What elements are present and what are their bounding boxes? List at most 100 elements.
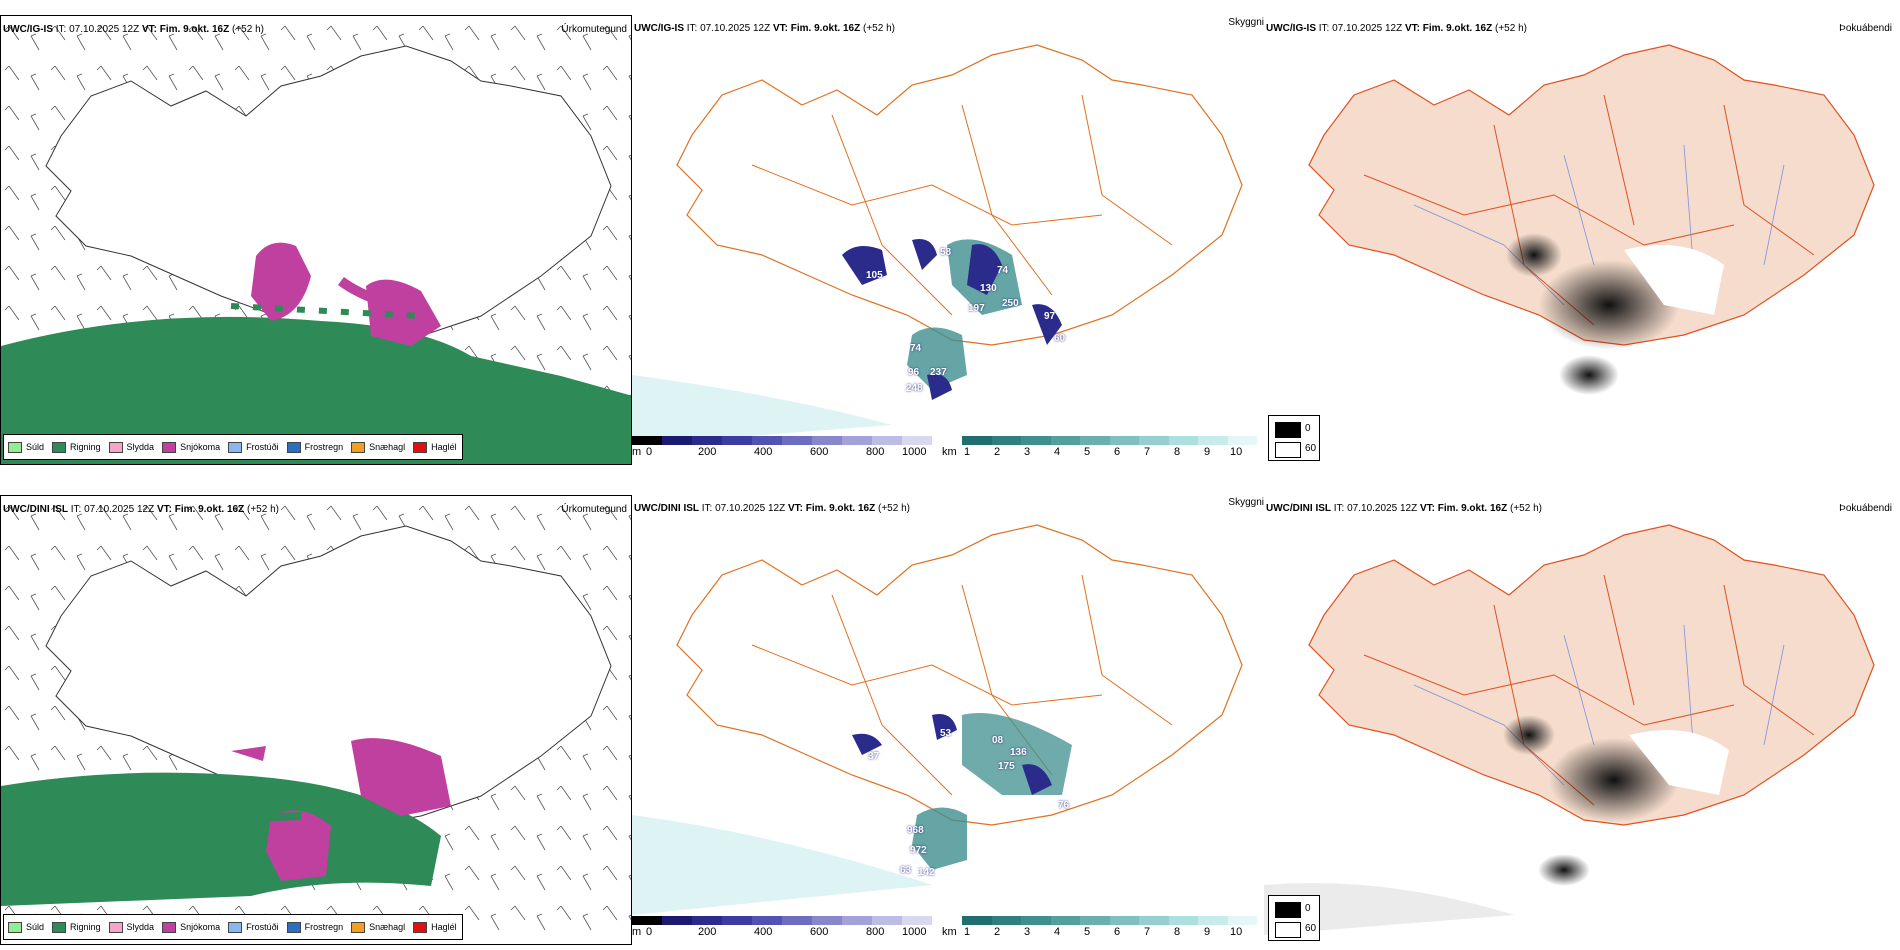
- colorbar-segment: [1050, 436, 1081, 445]
- fog-swatch-60: [1275, 922, 1301, 938]
- cloud-base-label: 53: [940, 728, 952, 739]
- colorbar-segment: [1227, 436, 1258, 445]
- precip-type-map-ig: UWC/IG-IS IT: 07.10.2025 12Z VT: Fim. 9.…: [0, 15, 632, 465]
- legend-swatch: [351, 441, 366, 453]
- panel-type-label: Úrkomutegund: [561, 504, 627, 515]
- cloudbar-unit: m: [632, 926, 642, 938]
- colorbar-segment: [991, 436, 1022, 445]
- colorbar-segment: [752, 916, 783, 925]
- visbar-unit: km: [942, 926, 957, 938]
- colorbar-segment: [902, 916, 933, 925]
- colorbar-segment: [872, 916, 903, 925]
- colorbar-segment: [662, 916, 693, 925]
- visbar-tick: 7: [1144, 446, 1151, 458]
- cloud-base-label: 248: [906, 383, 923, 394]
- panel-title: UWC/DINI ISL IT: 07.10.2025 12Z VT: Fim.…: [3, 504, 279, 515]
- visibility-map: [632, 524, 1243, 915]
- panel-title: UWC/DINI ISL IT: 07.10.2025 12Z VT: Fim.…: [1266, 503, 1542, 514]
- colorbar-segment: [1168, 916, 1199, 925]
- visbar-tick: 8: [1174, 926, 1181, 938]
- panel-title: UWC/IG-IS IT: 07.10.2025 12Z VT: Fim. 9.…: [634, 23, 895, 34]
- legend-item: Haglél: [413, 441, 457, 453]
- legend-swatch: [108, 921, 123, 933]
- legend-item: Rigning: [52, 921, 101, 933]
- colorbar-segment: [1109, 436, 1140, 445]
- visbar-tick: 1: [964, 446, 971, 458]
- panel-type-label: Skyggni: [1228, 17, 1264, 28]
- visbar-unit: km: [942, 446, 957, 458]
- cloud-base-label: 250: [1002, 298, 1019, 309]
- cloud-base-label: 60: [1054, 333, 1066, 344]
- cloud-base-label: 76: [1058, 800, 1070, 811]
- colorbar-segment: [991, 916, 1022, 925]
- cloudbar-tick: 1000: [902, 926, 927, 938]
- legend-item: Frostregn: [286, 441, 343, 453]
- visibility-map-dini: UWC/DINI ISL IT: 07.10.2025 12Z VT: Fim.…: [632, 495, 1264, 945]
- colorbar-segment: [1021, 436, 1052, 445]
- colorbar-segment: [1109, 916, 1140, 925]
- visibility-map-ig: UWC/IG-IS IT: 07.10.2025 12Z VT: Fim. 9.…: [632, 15, 1264, 465]
- fog-map: [1264, 524, 1875, 935]
- colorbar-segment: [962, 916, 993, 925]
- visbar-tick: 2: [994, 926, 1001, 938]
- cloud-base-label: 96: [908, 367, 920, 378]
- panel-title: UWC/IG-IS IT: 07.10.2025 12Z VT: Fim. 9.…: [3, 24, 264, 35]
- legend-swatch: [413, 441, 428, 453]
- colorbar-segment: [632, 916, 663, 925]
- colorbar-segment: [842, 436, 873, 445]
- colorbar-segment: [842, 916, 873, 925]
- visibility-map: [632, 44, 1243, 445]
- visbar-tick: 10: [1230, 926, 1243, 938]
- colorbar-segment: [632, 436, 663, 445]
- legend-item: Frostúði: [228, 921, 279, 933]
- cloud-base-label: 237: [930, 367, 947, 378]
- cloud-base-label: 97: [1044, 311, 1056, 322]
- legend-item: Slydda: [108, 921, 154, 933]
- panel-title: UWC/IG-IS IT: 07.10.2025 12Z VT: Fim. 9.…: [1266, 23, 1527, 34]
- colorbar-segment: [1198, 436, 1229, 445]
- visbar-tick: 5: [1084, 446, 1091, 458]
- legend-swatch: [52, 921, 67, 933]
- fog-label: 0: [1305, 903, 1311, 914]
- cloud-base-label: 197: [968, 303, 985, 314]
- fog-swatch-0: [1275, 902, 1301, 918]
- legend-swatch: [286, 921, 301, 933]
- legend-item: Frostregn: [286, 921, 343, 933]
- colorbar-segment: [1139, 916, 1170, 925]
- cloud-base-label: 37: [868, 751, 880, 762]
- cloud-base-label: 08: [992, 735, 1004, 746]
- legend-item: Frostúði: [228, 441, 279, 453]
- legend-swatch: [8, 921, 22, 933]
- legend-swatch: [8, 441, 22, 453]
- cloud-base-label: 972: [910, 845, 927, 856]
- visibility-colorbar: km 1 2 3 4 5 6 7 8 9 10: [942, 916, 1262, 940]
- cloud-base-label: 136: [1010, 747, 1027, 758]
- legend-swatch: [228, 921, 243, 933]
- colorbar-segment: [782, 436, 813, 445]
- cloud-base-colorbar: m 0 200 400 600 800 1000: [632, 916, 933, 940]
- precip-map: [1, 16, 631, 464]
- cloudbar-tick: 0: [646, 446, 653, 458]
- colorbar-segment: [722, 436, 753, 445]
- legend-swatch: [413, 921, 428, 933]
- precip-type-legend: Súld Rigning Slydda Snjókoma Frostúði Fr…: [3, 914, 463, 940]
- colorbar-segment: [692, 436, 723, 445]
- cloudbar-tick: 600: [810, 926, 829, 938]
- fog-label: 0: [1305, 423, 1311, 434]
- cloudbar-tick: 800: [866, 926, 885, 938]
- visbar-tick: 5: [1084, 926, 1091, 938]
- legend-item: Súld: [8, 441, 44, 453]
- legend-swatch: [162, 921, 177, 933]
- panel-type-label: Þokuábendi: [1839, 23, 1892, 34]
- cloud-base-label: 58: [940, 247, 952, 258]
- colorbar-segment: [902, 436, 933, 445]
- colorbar-segment: [872, 436, 903, 445]
- legend-swatch: [351, 921, 366, 933]
- colorbar-segment: [692, 916, 723, 925]
- visbar-tick: 4: [1054, 446, 1061, 458]
- legend-item: Rigning: [52, 441, 101, 453]
- cloudbar-tick: 200: [698, 446, 717, 458]
- visbar-tick: 8: [1174, 446, 1181, 458]
- visbar-tick: 3: [1024, 926, 1031, 938]
- legend-swatch: [162, 441, 177, 453]
